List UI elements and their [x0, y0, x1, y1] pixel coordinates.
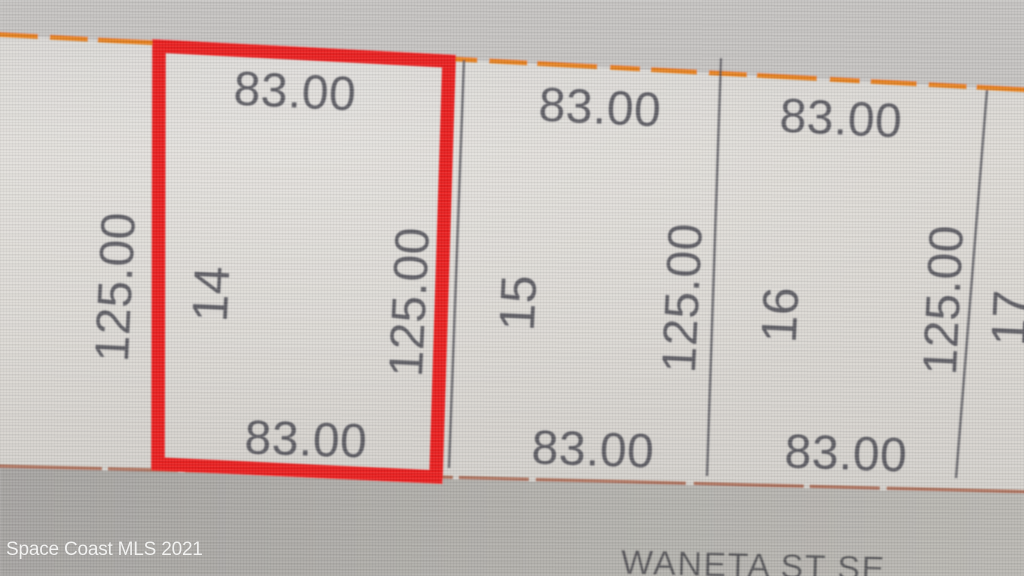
mls-watermark: Space Coast MLS 2021 [6, 539, 203, 560]
north-boundary-line [0, 31, 1024, 93]
lot-16-top-dimension: 83.00 [778, 90, 903, 149]
lot-17-number: 17 [981, 289, 1024, 347]
lot-divider-15-16 [705, 57, 723, 477]
lot-14-side-dimension: 125.00 [380, 226, 440, 378]
lot-15-top-dimension: 83.00 [537, 79, 662, 138]
lot-14-top-dimension: 83.00 [232, 63, 357, 122]
lot-15-bottom-dimension: 83.00 [531, 421, 655, 478]
lot-16-number: 16 [751, 286, 810, 344]
top-margin-band [0, 0, 1024, 90]
lot-divider-14-15 [447, 59, 466, 469]
street-name-label: WANETA ST SE [620, 544, 886, 576]
west-boundary-dimension: 125.00 [86, 211, 146, 363]
lot-15-side-dimension: 125.00 [653, 222, 713, 374]
lot-16-bottom-dimension: 83.00 [784, 425, 908, 482]
lot-14-number: 14 [182, 265, 241, 323]
highlight-box-lot-14 [151, 38, 456, 485]
lot-16-side-dimension: 125.00 [914, 224, 974, 376]
street-area [0, 468, 1024, 576]
lot-14-bottom-dimension: 83.00 [244, 411, 368, 468]
lot-divider-16-17 [954, 89, 989, 479]
lot-15-number: 15 [489, 274, 548, 332]
